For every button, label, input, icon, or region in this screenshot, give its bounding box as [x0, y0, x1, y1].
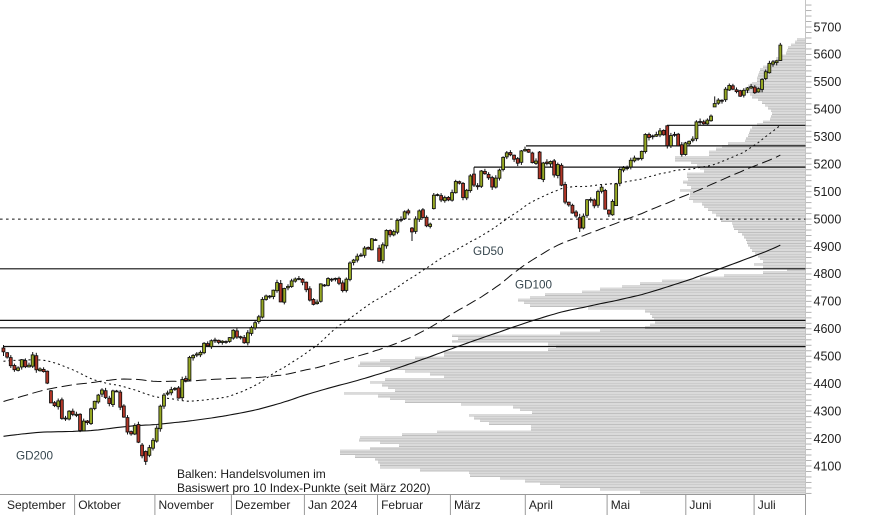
svg-text:GD200: GD200 — [16, 450, 54, 463]
svg-text:Oktober: Oktober — [78, 498, 121, 512]
svg-text:4400: 4400 — [814, 377, 842, 391]
svg-text:5500: 5500 — [814, 75, 842, 89]
svg-text:4200: 4200 — [814, 432, 842, 446]
svg-text:November: November — [159, 498, 214, 512]
svg-text:Mai: Mai — [611, 498, 630, 512]
svg-text:Jan 2024: Jan 2024 — [308, 498, 358, 512]
svg-text:5000: 5000 — [814, 212, 842, 226]
svg-text:5700: 5700 — [814, 20, 842, 34]
svg-text:4900: 4900 — [814, 240, 842, 254]
svg-text:Balken: Handelsvolumen im: Balken: Handelsvolumen im — [177, 467, 326, 481]
svg-text:Basiswert pro 10 Index-Punkte: Basiswert pro 10 Index-Punkte (seit März… — [177, 481, 430, 495]
svg-text:4300: 4300 — [814, 404, 842, 418]
svg-text:GD100: GD100 — [515, 279, 553, 292]
svg-text:5200: 5200 — [814, 158, 842, 172]
svg-text:Juli: Juli — [758, 498, 776, 512]
svg-text:4100: 4100 — [814, 459, 842, 473]
svg-text:GD50: GD50 — [473, 245, 504, 258]
svg-text:4600: 4600 — [814, 322, 842, 336]
svg-text:4700: 4700 — [814, 295, 842, 309]
svg-text:5100: 5100 — [814, 185, 842, 199]
svg-text:April: April — [529, 498, 553, 512]
svg-text:Juni: Juni — [689, 498, 711, 512]
svg-text:Dezember: Dezember — [235, 498, 290, 512]
svg-text:September: September — [7, 498, 66, 512]
svg-text:4800: 4800 — [814, 267, 842, 281]
svg-text:März: März — [454, 498, 481, 512]
svg-text:4500: 4500 — [814, 350, 842, 364]
svg-text:Februar: Februar — [381, 498, 423, 512]
svg-text:5400: 5400 — [814, 103, 842, 117]
svg-text:5600: 5600 — [814, 48, 842, 62]
svg-text:5300: 5300 — [814, 130, 842, 144]
